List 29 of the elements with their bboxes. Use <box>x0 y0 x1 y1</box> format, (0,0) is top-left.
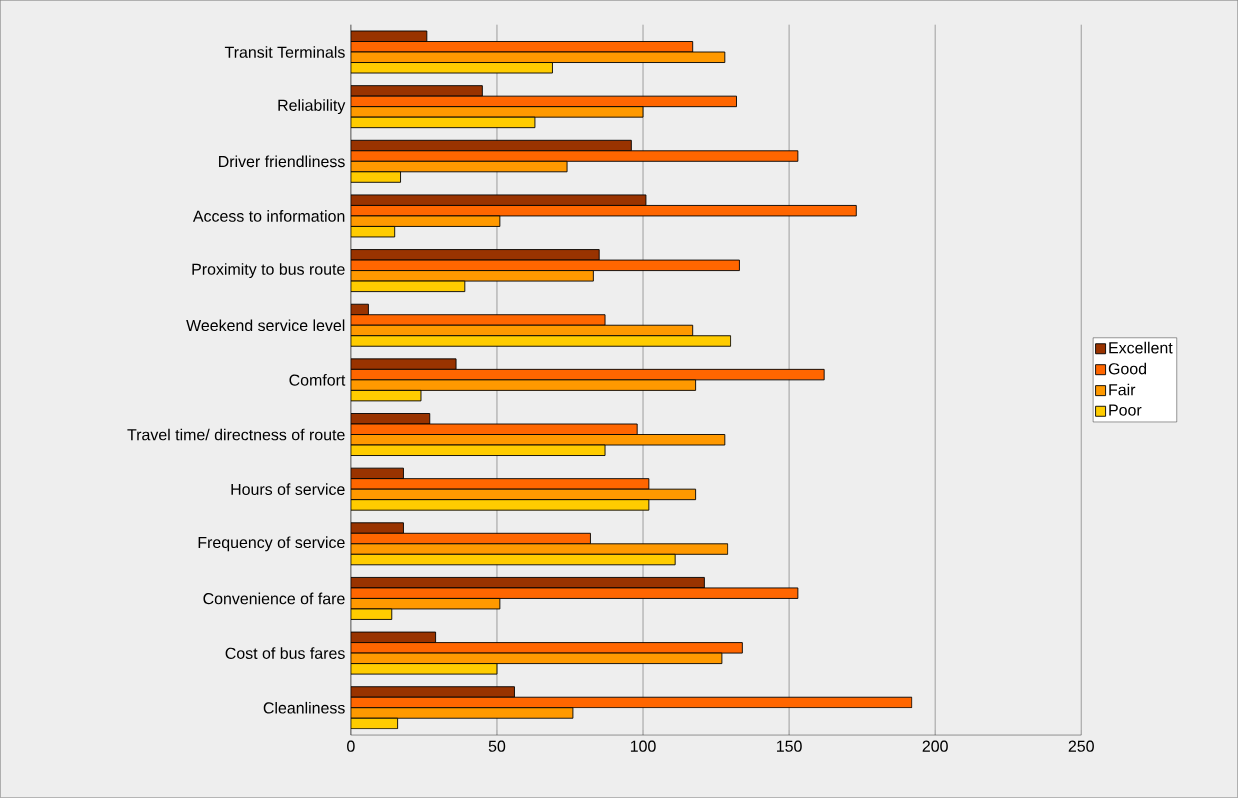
y-tick-label: Frequency of service <box>198 536 345 552</box>
y-tick-label: Comfort <box>289 374 346 386</box>
x-tick-label: 150 <box>777 740 802 752</box>
legend-label: Fair <box>1109 383 1136 396</box>
y-tick-label: Access to information <box>192 210 345 222</box>
y-tick-label: Convenience of fare <box>203 592 345 605</box>
y-tick-label: Transit Terminals <box>224 46 345 58</box>
legend-label: Excellent <box>1109 341 1173 354</box>
bar <box>350 522 404 534</box>
x-tick-label: 50 <box>488 740 506 752</box>
y-tick-label: Reliability <box>278 99 346 115</box>
x-tick-label: 100 <box>630 740 656 752</box>
bar <box>350 543 729 555</box>
bar <box>350 85 483 97</box>
x-tick-label: 250 <box>1068 740 1094 752</box>
legend-label: Poor <box>1109 404 1142 416</box>
x-tick-label: 200 <box>922 740 948 752</box>
y-tick-label: Driver friendliness <box>219 155 345 168</box>
legend-label: Good <box>1108 362 1147 375</box>
y-tick-label: Cleanliness <box>263 701 345 714</box>
bar <box>350 707 574 719</box>
y-tick-label: Proximity to bus route <box>192 263 345 279</box>
y-tick-label: Weekend service level <box>186 319 345 332</box>
y-tick-label: Cost of bus fares <box>225 647 345 660</box>
y-tick-label: Hours of service <box>231 483 345 496</box>
x-tick-label: 0 <box>347 740 355 752</box>
bar <box>350 686 515 698</box>
bar <box>350 106 644 118</box>
y-tick-label: Travel time/ directness of route <box>127 428 345 441</box>
